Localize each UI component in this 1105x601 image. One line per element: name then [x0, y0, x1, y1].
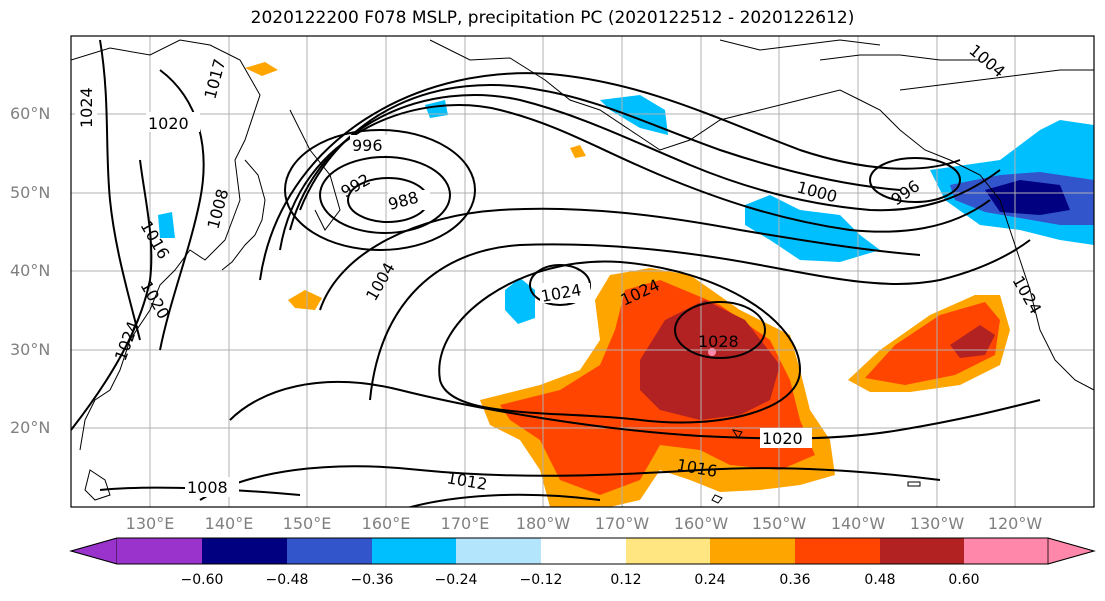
- colorbar-label: −0.36: [350, 572, 394, 588]
- colorbar-label: 0.48: [864, 572, 896, 588]
- colorbar-swatch: [795, 538, 880, 564]
- colorbar-label: 0.60: [948, 572, 980, 588]
- colorbar-label: −0.12: [519, 572, 563, 588]
- colorbar-swatch: [456, 538, 541, 564]
- isobar-label: 1008: [187, 478, 228, 497]
- colorbar-label: −0.24: [434, 572, 478, 588]
- map-frame: [70, 35, 1095, 508]
- colorbar-label: 0.36: [779, 572, 811, 588]
- isobar-label: 996: [352, 136, 383, 155]
- lon-label: 180°W: [515, 514, 571, 533]
- precip-positive-east: [848, 295, 1010, 392]
- colorbar-label: 0.12: [610, 572, 642, 588]
- colorbar-swatch: [1047, 537, 1096, 565]
- isobars: [71, 39, 1041, 507]
- colorbar-label: −0.48: [265, 572, 309, 588]
- colorbar: [69, 537, 1096, 565]
- colorbar-swatch: [710, 538, 795, 564]
- precip-spot: [570, 145, 586, 158]
- isobar-label: 1020: [762, 429, 803, 448]
- colorbar-swatch: [626, 538, 710, 564]
- map-title: 2020122200 F078 MSLP, precipitation PC (…: [250, 8, 855, 28]
- lon-label: 170°W: [594, 514, 650, 533]
- lon-label: 140°W: [830, 514, 886, 533]
- precip-positive-central: [480, 268, 835, 507]
- colorbar-swatch: [880, 538, 964, 564]
- lon-label: 130°W: [909, 514, 965, 533]
- colorbar-swatch: [541, 538, 626, 564]
- lon-label: 160°W: [673, 514, 729, 533]
- colorbar-swatch: [202, 538, 287, 564]
- lat-label: 30°N: [10, 340, 51, 359]
- colorbar-swatch: [964, 538, 1048, 564]
- precip-spot: [245, 62, 278, 76]
- precip-negative: [158, 95, 1094, 324]
- coastlines: [71, 39, 1094, 504]
- lat-label: 20°N: [10, 418, 51, 437]
- lat-label: 40°N: [10, 261, 51, 280]
- lon-label: 150°W: [751, 514, 807, 533]
- lat-label: 60°N: [10, 104, 51, 123]
- isobar-label: 1028: [698, 332, 739, 351]
- precip-spot: [288, 290, 322, 310]
- colorbar-swatch: [69, 537, 118, 565]
- map-area: 1024 1020 1017 996 992 988 1008 1016 102…: [71, 36, 1094, 507]
- lon-label: 170°E: [440, 514, 490, 533]
- colorbar-label: 0.24: [694, 572, 726, 588]
- colorbar-swatch: [117, 538, 202, 564]
- colorbar-swatch: [287, 538, 372, 564]
- lon-label: 130°E: [125, 514, 175, 533]
- lat-label: 50°N: [10, 183, 51, 202]
- lon-label: 160°E: [361, 514, 411, 533]
- lon-label: 140°E: [204, 514, 254, 533]
- isobar-label: 1020: [148, 114, 189, 133]
- lon-label: 150°E: [282, 514, 332, 533]
- colorbar-label: −0.60: [180, 572, 224, 588]
- colorbar-swatch: [372, 538, 456, 564]
- lon-label: 120°W: [987, 514, 1043, 533]
- isobar-label: 1024: [77, 87, 96, 128]
